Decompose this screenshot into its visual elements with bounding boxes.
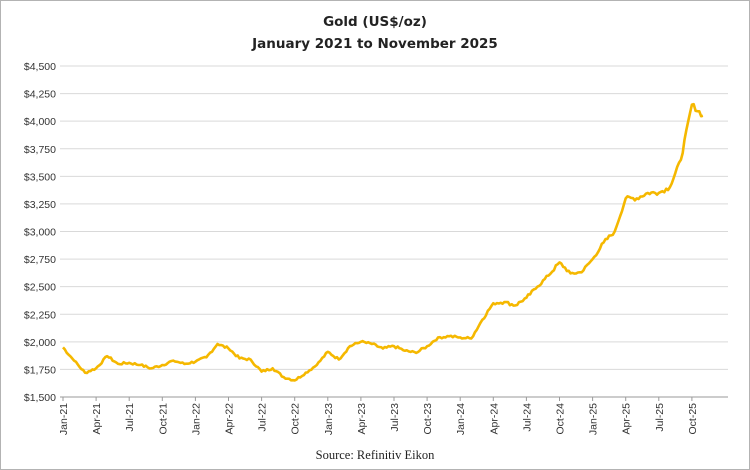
- y-tick-label: $2,750: [24, 254, 56, 266]
- x-tick-label: Jan-21: [58, 403, 70, 435]
- y-tick-label: $2,000: [24, 337, 56, 349]
- x-tick-label: Jan-22: [190, 403, 202, 435]
- x-tick-label: Apr-25: [621, 403, 633, 435]
- source-note: Source: Refinitiv Eikon: [315, 448, 435, 462]
- x-axis-ticks: Jan-21 Apr-21 Jul-21 Oct-21 Jan-22 Apr-22 Jul-…: [58, 397, 699, 435]
- x-tick-label: Jan-24: [455, 403, 467, 435]
- y-tick-label: $4,250: [24, 89, 56, 101]
- y-tick-label: $2,250: [24, 309, 56, 321]
- x-tick-label: Jul-21: [124, 403, 136, 432]
- y-tick-label: $1,500: [24, 392, 56, 404]
- y-tick-label: $3,250: [24, 199, 56, 211]
- x-tick-label: Jul-25: [654, 403, 666, 432]
- x-tick-label: Jul-23: [389, 403, 401, 432]
- x-tick-label: Jul-24: [521, 403, 533, 432]
- gold-price-line: [62, 102, 704, 382]
- y-tick-label: $4,500: [24, 61, 56, 73]
- series-group: [62, 102, 704, 382]
- x-tick-label: Oct-22: [290, 403, 302, 435]
- y-tick-label: $4,000: [24, 116, 56, 128]
- x-tick-label: Apr-22: [224, 403, 236, 435]
- x-tick-label: Apr-21: [91, 403, 103, 435]
- x-tick-label: Jan-23: [323, 403, 335, 435]
- y-tick-label: $2,500: [24, 282, 56, 294]
- x-tick-label: Oct-24: [555, 403, 567, 435]
- x-tick-label: Jan-25: [588, 403, 600, 435]
- x-tick-label: Jul-22: [257, 403, 269, 432]
- y-tick-label: $3,500: [24, 171, 56, 183]
- chart-subtitle: January 2021 to November 2025: [252, 36, 498, 52]
- y-tick-label: $3,000: [24, 227, 56, 239]
- chart-title: Gold (US$/oz): [323, 14, 427, 30]
- x-tick-label: Oct-21: [157, 403, 169, 435]
- x-tick-label: Oct-25: [687, 403, 699, 435]
- x-tick-label: Apr-24: [488, 403, 500, 435]
- y-axis-ticks: $1,500 $1,750 $2,000 $2,250 $2,500 $2,750 $3,0…: [24, 61, 56, 404]
- y-tick-label: $3,750: [24, 144, 56, 156]
- y-tick-label: $1,750: [24, 364, 56, 376]
- grid-lines: [60, 65, 728, 398]
- x-tick-label: Apr-23: [356, 403, 368, 435]
- x-tick-label: Oct-23: [422, 403, 434, 435]
